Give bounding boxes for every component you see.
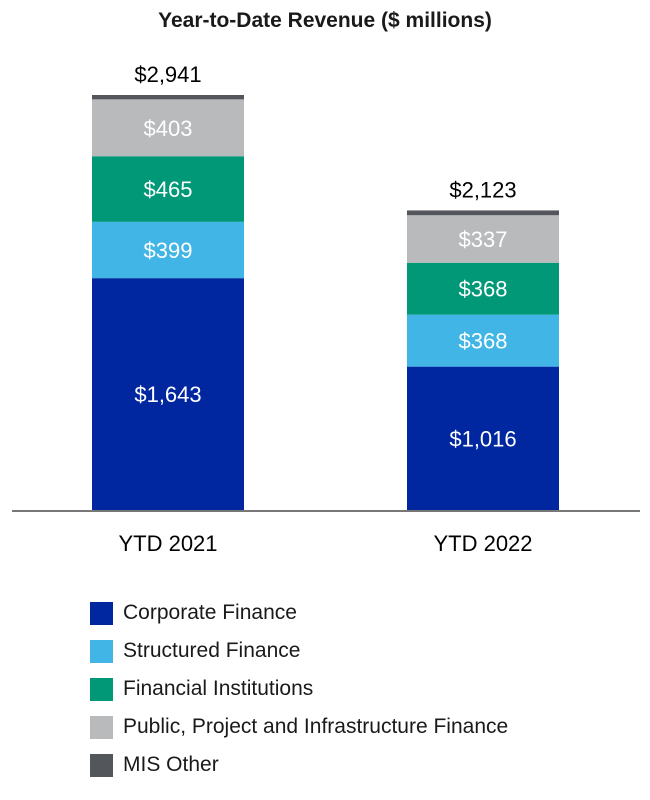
legend-swatch xyxy=(90,715,113,739)
legend-label: Corporate Finance xyxy=(123,601,297,624)
legend-item: Public, Project and Infrastructure Finan… xyxy=(90,708,508,746)
bar-segment-financial-institutions-0 xyxy=(92,156,244,222)
x-tick-label: YTD 2022 xyxy=(433,531,532,556)
data-label: $465 xyxy=(144,177,193,202)
legend-label: Public, Project and Infrastructure Finan… xyxy=(123,715,509,738)
data-label: $368 xyxy=(459,329,508,354)
legend-label: Structured Finance xyxy=(123,639,301,662)
legend-label: MIS Other xyxy=(123,753,219,776)
legend-swatch xyxy=(90,753,113,777)
bar-segment-public-project-and-infrastructure-finance-1 xyxy=(407,215,559,263)
bar-segment-structured-finance-1 xyxy=(407,314,559,367)
total-label: $2,941 xyxy=(134,62,201,87)
data-label: $399 xyxy=(144,238,193,263)
chart-title: Year-to-Date Revenue ($ millions) xyxy=(158,9,492,32)
legend: Corporate Finance Structured Finance Finan… xyxy=(90,594,508,784)
legend-label: Financial Institutions xyxy=(123,677,314,700)
legend-swatch xyxy=(90,677,113,701)
bar-segment-structured-finance-0 xyxy=(92,221,244,279)
x-tick-labels: YTD 2021 YTD 2022 xyxy=(118,531,532,556)
bar-stacks: $1,643 $399 $465 $403 $2,941 $1,016 $368 $368 $3… xyxy=(92,62,559,510)
bar-segment-public-project-and-infrastructure-finance-0 xyxy=(92,99,244,157)
legend-item: Structured Finance xyxy=(90,632,508,670)
legend-item: Corporate Finance xyxy=(90,594,508,632)
data-label: $403 xyxy=(144,116,193,141)
bar-segment-mis-other-0 xyxy=(92,95,244,100)
legend-swatch xyxy=(90,601,113,625)
bar-segment-financial-institutions-1 xyxy=(407,262,559,315)
bar-segment-mis-other-1 xyxy=(407,210,559,216)
data-label: $368 xyxy=(459,277,508,302)
data-label: $1,643 xyxy=(134,382,201,407)
data-label: $1,016 xyxy=(449,426,516,451)
x-tick-label: YTD 2021 xyxy=(118,531,217,556)
legend-swatch xyxy=(90,639,113,663)
bar-segment-corporate-finance-1 xyxy=(407,366,559,510)
legend-item: MIS Other xyxy=(90,746,508,784)
legend-item: Financial Institutions xyxy=(90,670,508,708)
bar-segment-corporate-finance-0 xyxy=(92,278,244,510)
total-label: $2,123 xyxy=(449,177,516,202)
data-label: $337 xyxy=(459,227,508,252)
